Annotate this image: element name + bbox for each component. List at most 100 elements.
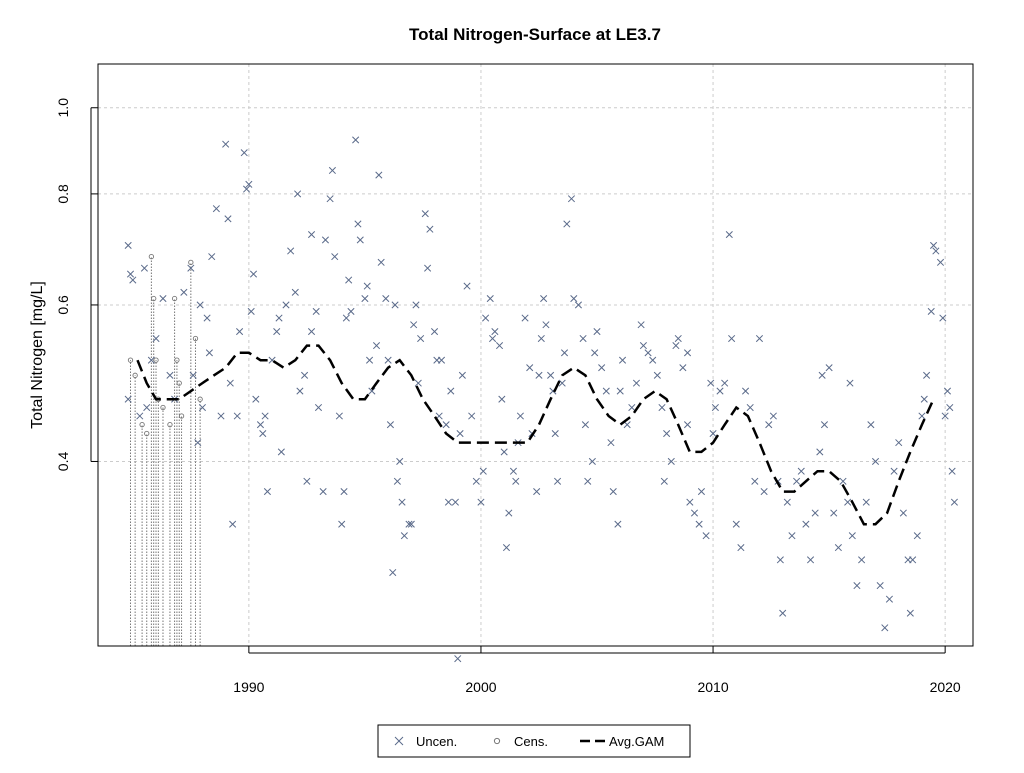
data-point-stroke — [929, 241, 938, 249]
data-point-x — [927, 307, 935, 315]
data-point-stroke — [129, 276, 137, 284]
data-point-stroke — [229, 520, 237, 528]
data-point-stroke — [491, 328, 499, 336]
data-point-stroke — [143, 403, 151, 412]
data-point-stroke — [702, 532, 710, 540]
data-point-stroke — [301, 371, 309, 379]
data-point-x — [899, 509, 907, 517]
data-point-x — [755, 334, 764, 343]
data-point-stroke — [941, 412, 949, 420]
data-point-stroke — [307, 328, 316, 336]
data-point-x — [143, 403, 151, 412]
data-point-x — [618, 356, 627, 364]
data-point-x — [948, 467, 956, 475]
data-point-x — [537, 334, 545, 343]
data-point-stroke — [368, 387, 376, 395]
data-point-stroke — [319, 488, 327, 496]
data-point-x — [540, 295, 548, 303]
data-point-x — [208, 253, 216, 261]
data-point-x — [679, 364, 687, 372]
data-point-stroke — [159, 295, 167, 303]
data-point-x — [806, 556, 815, 564]
data-point-stroke — [307, 231, 316, 239]
legend-label-gam: Avg.GAM — [609, 734, 664, 749]
data-point-stroke — [454, 655, 462, 663]
data-point-stroke — [853, 582, 861, 590]
data-point-stroke — [482, 314, 490, 322]
data-point-stroke — [222, 140, 230, 148]
data-point-x — [303, 477, 311, 485]
data-point-x — [711, 403, 719, 412]
data-point-stroke — [618, 356, 627, 364]
data-point-stroke — [584, 477, 592, 485]
data-point-x — [217, 412, 225, 420]
data-point-stroke — [521, 314, 529, 322]
data-point-x — [871, 457, 880, 466]
data-point-stroke — [591, 349, 599, 357]
data-point-stroke — [716, 387, 724, 395]
data-point-stroke — [189, 371, 197, 379]
data-point-x — [598, 364, 606, 372]
data-point-x — [405, 520, 413, 528]
data-point-x — [695, 520, 703, 528]
data-point-stroke — [396, 457, 404, 466]
data-point-x — [732, 520, 740, 528]
censored-point — [151, 295, 157, 302]
data-point-stroke — [848, 532, 856, 540]
data-point-stroke — [649, 356, 657, 364]
data-point-stroke — [567, 195, 576, 203]
data-point-stroke — [463, 282, 471, 290]
data-point-stroke — [707, 379, 715, 387]
data-point-stroke — [802, 520, 810, 528]
data-point-stroke — [537, 334, 545, 343]
data-point-stroke — [906, 609, 914, 617]
data-point-stroke — [909, 556, 917, 564]
legend: Uncen. Cens. Avg.GAM — [377, 724, 691, 758]
data-point-x — [356, 236, 364, 244]
data-point-stroke — [783, 498, 791, 506]
data-point-x — [614, 520, 622, 528]
data-point-stroke — [263, 488, 271, 496]
data-point-stroke — [400, 532, 408, 540]
x-tick-label: 1990 — [233, 679, 264, 695]
data-point-stroke — [639, 342, 647, 350]
data-point-x — [368, 387, 376, 395]
legend-item-uncensored: Uncen. — [394, 734, 457, 749]
data-point-x — [570, 295, 578, 303]
data-point-x — [846, 379, 854, 387]
data-point-stroke — [152, 334, 160, 343]
data-point-x — [885, 595, 893, 603]
data-point-stroke — [430, 328, 439, 336]
data-point-stroke — [294, 190, 302, 198]
data-point-x — [426, 225, 434, 233]
data-point-x — [751, 477, 759, 485]
data-point-stroke — [535, 371, 543, 379]
censored-point — [132, 372, 138, 378]
data-point-x — [393, 477, 401, 485]
data-point-stroke — [913, 532, 921, 540]
data-point-stroke — [683, 421, 692, 429]
data-point-x — [236, 328, 244, 336]
data-point-stroke — [498, 395, 506, 403]
data-point-stroke — [918, 412, 926, 420]
data-point-x — [338, 520, 346, 528]
data-point-stroke — [458, 371, 466, 379]
data-point-stroke — [846, 379, 854, 387]
data-point-stroke — [672, 342, 680, 350]
data-point-x — [491, 328, 499, 336]
data-point-stroke — [477, 498, 485, 506]
data-point-stroke — [825, 364, 833, 372]
legend-symbol-x — [394, 736, 404, 746]
data-point-stroke — [398, 498, 406, 506]
data-point-stroke — [247, 307, 255, 315]
data-point-stroke — [560, 349, 569, 357]
data-point-stroke — [776, 556, 784, 564]
data-point-stroke — [273, 328, 281, 336]
data-point-stroke — [871, 457, 880, 466]
data-point-stroke — [890, 467, 898, 475]
data-point-stroke — [472, 477, 480, 485]
data-point-x — [660, 477, 668, 485]
data-point-x — [653, 371, 661, 379]
data-point-stroke — [679, 364, 687, 372]
data-point-x — [361, 295, 369, 303]
